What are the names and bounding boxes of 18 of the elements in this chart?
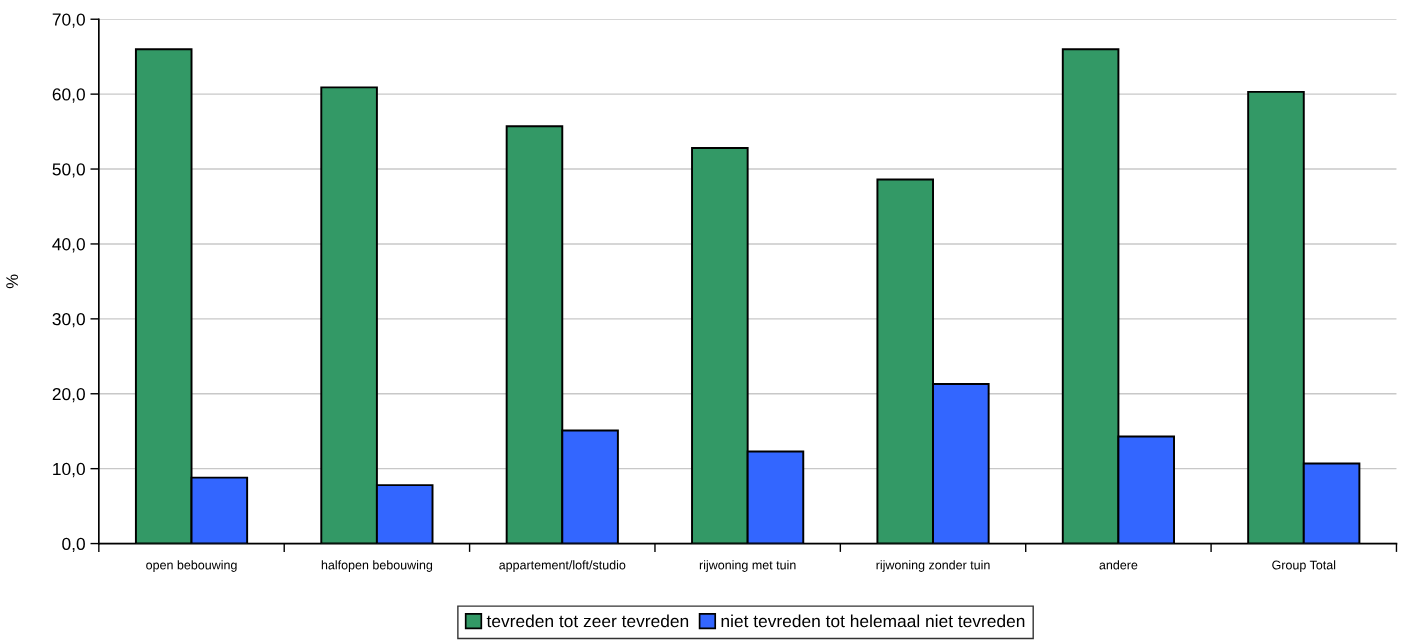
y-tick-label: 50,0 (52, 163, 85, 178)
x-tick-label: appartement/loft/studio (499, 560, 626, 572)
y-tick-label: 20,0 (52, 387, 85, 403)
x-tick-label: andere (1099, 560, 1138, 570)
legend-label: niet tevreden tot helemaal niet tevreden (721, 614, 1025, 628)
x-tick-label: halfopen bebouwing (321, 560, 433, 572)
x-tick-label: rijwoning zonder tuin (876, 560, 990, 572)
y-tick-label: 70,0 (52, 13, 85, 28)
legend-label: tevreden tot zeer tevreden (486, 614, 689, 628)
y-tick-label: 0,0 (62, 537, 85, 553)
x-tick-label: Group Total (1272, 560, 1336, 572)
y-tick-label: 10,0 (53, 462, 85, 478)
y-tick-label: 60,0 (52, 88, 85, 103)
x-tick-label: open bebouwing (146, 560, 237, 572)
x-tick-label: rijwoning met tuin (699, 560, 796, 572)
y-tick-label: 40,0 (52, 238, 85, 253)
y-axis-title: % (6, 274, 18, 289)
y-tick-label: 30,0 (52, 313, 85, 328)
